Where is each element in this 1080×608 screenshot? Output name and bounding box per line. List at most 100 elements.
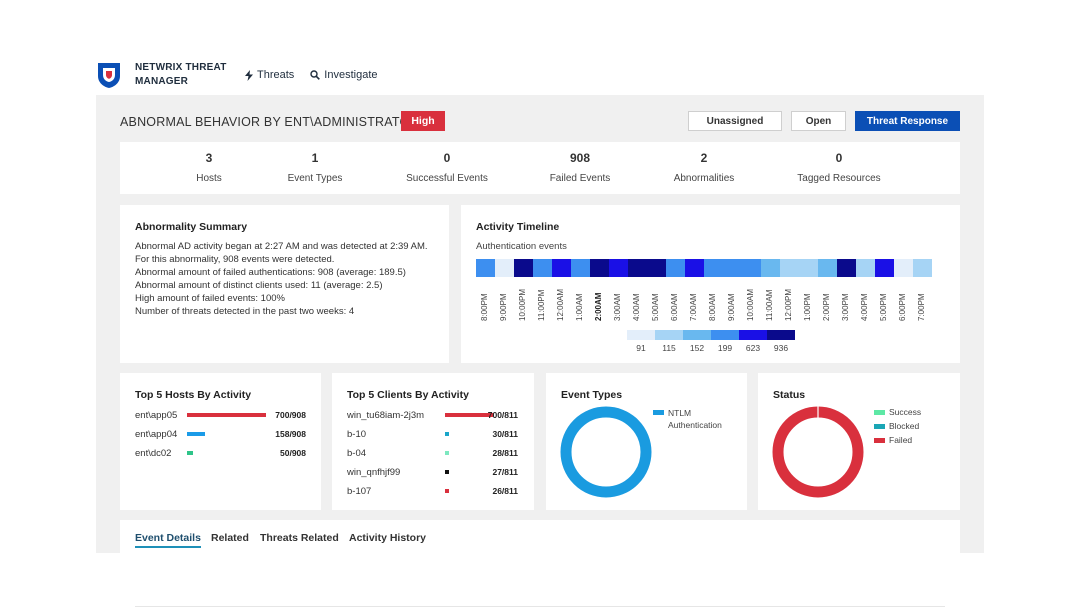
timeline-cell[interactable] — [628, 259, 647, 277]
stat-value: 908 — [569, 151, 591, 165]
legend-item[interactable]: Success — [874, 407, 921, 417]
timeline-cell[interactable] — [723, 259, 742, 277]
timeline-cell[interactable] — [533, 259, 552, 277]
list-item[interactable]: b-10 30/811 — [347, 428, 518, 440]
stat-label: Successful Events — [406, 173, 488, 184]
brand-name: NETWRIX THREAT MANAGER — [135, 62, 227, 87]
legend-swatch — [627, 330, 655, 340]
timeline-subtitle: Authentication events — [476, 241, 567, 252]
activity-bar — [445, 451, 449, 455]
threat-response-button[interactable]: Threat Response — [855, 111, 960, 131]
event-types-donut[interactable] — [560, 406, 652, 498]
legend-swatch — [653, 410, 664, 415]
timeline-cell[interactable] — [476, 259, 495, 277]
status-donut[interactable] — [772, 406, 864, 498]
legend-scale-item: 91 — [627, 330, 655, 353]
timeline-hour-label: 3:00AM — [613, 293, 622, 321]
legend-scale-item: 936 — [767, 330, 795, 353]
activity-bar — [445, 413, 493, 417]
stat-event-types[interactable]: 1 Event Types — [250, 151, 380, 184]
top-clients-card: Top 5 Clients By Activity win_tu68iam-2j… — [332, 373, 534, 510]
timeline-cell[interactable] — [913, 259, 932, 277]
timeline-cell[interactable] — [837, 259, 856, 277]
timeline-hour-label: 12:00PM — [784, 288, 793, 321]
timeline-cell[interactable] — [647, 259, 666, 277]
event-types-legend: NTLM Authentication — [653, 407, 738, 435]
timeline-cell[interactable] — [799, 259, 818, 277]
legend-scale-item: 623 — [739, 330, 767, 353]
timeline-cell[interactable] — [685, 259, 704, 277]
timeline-hour-label: 2:00AM — [594, 292, 603, 321]
timeline-cell[interactable] — [666, 259, 685, 277]
stat-successful-events[interactable]: 0 Successful Events — [382, 151, 512, 184]
timeline-cell[interactable] — [894, 259, 913, 277]
timeline-hour-label: 8:00PM — [480, 293, 489, 321]
list-item[interactable]: b-107 26/811 — [347, 485, 518, 497]
nav-threats[interactable]: Threats — [245, 69, 294, 81]
stat-abnormalities[interactable]: 2 Abnormalities — [639, 151, 769, 184]
card-title: Abnormality Summary — [135, 221, 248, 233]
list-item[interactable]: ent\dc02 50/908 — [135, 447, 306, 459]
legend-swatch — [655, 330, 683, 340]
timeline-cell[interactable] — [552, 259, 571, 277]
list-item[interactable]: win_tu68iam-2j3m 700/811 — [347, 409, 518, 421]
summary-line: Abnormal amount of failed authentication… — [135, 267, 406, 278]
timeline-cell[interactable] — [590, 259, 609, 277]
stat-failed-events[interactable]: 908 Failed Events — [515, 151, 645, 184]
open-status-button[interactable]: Open — [791, 111, 846, 131]
list-item[interactable]: win_qnfhjf99 27/811 — [347, 466, 518, 478]
timeline-hour-label: 11:00PM — [537, 289, 546, 321]
tab-event-details[interactable]: Event Details — [135, 532, 201, 548]
timeline-cell[interactable] — [875, 259, 894, 277]
legend-swatch — [739, 330, 767, 340]
list-item[interactable]: ent\app05 700/908 — [135, 409, 306, 421]
timeline-cell[interactable] — [571, 259, 590, 277]
tab-activity-history[interactable]: Activity History — [349, 532, 427, 544]
card-title: Activity Timeline — [476, 221, 560, 233]
timeline-cell[interactable] — [495, 259, 514, 277]
item-count: 27/811 — [492, 467, 518, 477]
legend-item[interactable]: Blocked — [874, 421, 921, 431]
legend-item[interactable]: Failed — [874, 435, 921, 445]
item-name: win_qnfhjf99 — [347, 466, 401, 478]
item-name: b-10 — [347, 428, 367, 440]
unassigned-button[interactable]: Unassigned — [688, 111, 782, 131]
activity-bar — [445, 470, 449, 474]
nav-investigate[interactable]: Investigate — [310, 69, 378, 81]
netwrix-logo-icon[interactable] — [94, 60, 124, 90]
timeline-cell[interactable] — [609, 259, 628, 277]
timeline-cell[interactable] — [761, 259, 780, 277]
legend-scale-item: 199 — [711, 330, 739, 353]
timeline-cell[interactable] — [818, 259, 837, 277]
timeline-hour-label: 1:00AM — [575, 293, 584, 321]
timeline-hour-label: 6:00PM — [898, 293, 907, 321]
timeline-hour-label: 2:00PM — [822, 293, 831, 321]
timeline-cell[interactable] — [704, 259, 723, 277]
timeline-cell[interactable] — [514, 259, 533, 277]
timeline-cell[interactable] — [856, 259, 875, 277]
search-icon — [310, 70, 321, 80]
legend-value: 91 — [636, 343, 646, 353]
summary-text: Abnormal AD activity began at 2:27 AM an… — [135, 240, 440, 318]
item-name: ent\dc02 — [135, 447, 172, 459]
item-count: 50/908 — [280, 448, 306, 458]
legend-item[interactable]: NTLM Authentication — [653, 407, 738, 431]
tab-related[interactable]: Related — [211, 532, 249, 544]
severity-badge: High — [401, 111, 445, 131]
activity-bar — [187, 432, 205, 436]
item-count: 700/811 — [487, 410, 518, 420]
list-item[interactable]: ent\app04 158/908 — [135, 428, 306, 440]
list-item[interactable]: b-04 28/811 — [347, 447, 518, 459]
timeline-cell[interactable] — [780, 259, 799, 277]
activity-bar — [187, 451, 193, 455]
heatmap-legend: 91 115 152 199 623 936 — [627, 330, 795, 353]
item-count: 30/811 — [492, 429, 518, 439]
stat-hosts[interactable]: 3 Hosts — [144, 151, 274, 184]
tab-threats-related[interactable]: Threats Related — [260, 532, 339, 544]
legend-swatch — [874, 438, 885, 443]
timeline-hour-labels: 8:00PM 9:00PM 10:00PM 11:00PM 12:00AM 1:00AM 2… — [476, 281, 932, 321]
legend-swatch — [767, 330, 795, 340]
stat-tagged-resources[interactable]: 0 Tagged Resources — [774, 151, 904, 184]
item-name: ent\app04 — [135, 428, 178, 440]
timeline-cell[interactable] — [742, 259, 761, 277]
